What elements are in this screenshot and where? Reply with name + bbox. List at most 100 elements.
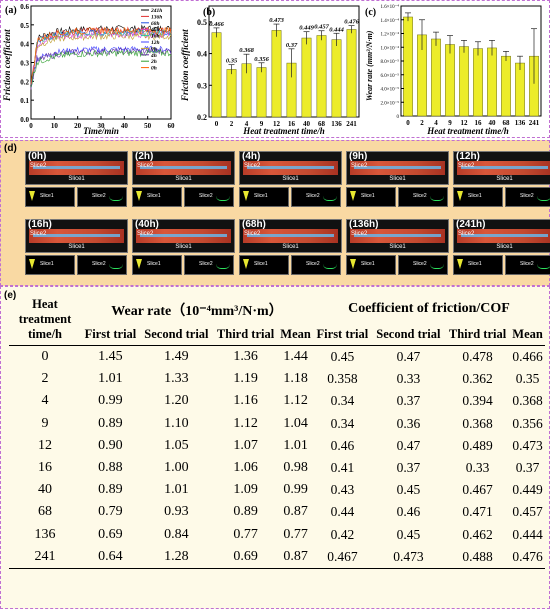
chart-c-ytick-label: 2.0×10⁻⁵ [381,100,400,106]
profile-trace [430,196,444,201]
micrograph-sample: (2h) Slice2 Slice1 [132,151,235,185]
chart-a-xtick-label: 40 [121,122,129,130]
slice1-profile: Slice1 [346,255,396,275]
chart-a-legend-label: 68h [151,21,160,27]
table-cell: 0.37 [396,393,421,409]
table-cell: 0.88 [98,460,123,476]
table-cell: 0.87 [283,548,308,564]
profile-label: Slice2 [413,261,427,267]
chart-a-legend-label: 0h [151,66,157,72]
table-cell: 0.45 [396,482,421,498]
slice2-profile: Slice2 [77,255,127,275]
table-cell: 0.36 [396,415,421,431]
table-cell: 0.457 [512,504,543,520]
slice1-profile: Slice1 [132,255,182,275]
cell-time: 12 [38,437,52,453]
profile-trace [109,264,123,269]
chart-b-data-label: 0.449 [299,25,314,32]
table-cell: 0.93 [164,504,189,520]
chart-a-ytick-label: 0.3 [20,60,29,68]
cell-time: 4 [41,393,49,409]
table-cell: 1.49 [164,349,189,365]
chart-b-data-label: 0.457 [314,24,329,31]
chart-b-bar [256,67,267,118]
wear-track-image [29,161,124,175]
table-cell: 0.98 [283,460,308,476]
chart-c-xtick-label: 68 [503,119,511,127]
slice1-profile: Slice1 [239,187,289,207]
table-column-header: First trial Second trial Third trial Mean Fi… [9,321,545,346]
slice1-profile: Slice1 [453,187,503,207]
profile-trace [323,196,337,201]
chart-b-ytick-label: 0.5 [197,18,207,27]
table-cell: 1.33 [164,371,189,387]
table-cell: 0.471 [462,504,493,520]
chart-a-ytick-label: 0.4 [20,41,29,49]
table-row: 40 0.89 1.01 1.09 0.99 0.43 0.45 0.467 0.449 [9,479,545,501]
table-row: 0 1.45 1.49 1.36 1.44 0.45 0.47 0.478 0.466 [9,346,545,369]
table-row: 2 1.01 1.33 1.19 1.18 0.358 0.33 0.362 0.35 [9,368,545,390]
profile-label: Slice2 [520,193,534,199]
chart-c-xtick-label: 2 [420,119,424,127]
table-cell: 0.47 [396,437,421,453]
table-cell: 0.34 [330,415,355,431]
chart-b-xtick-label: 4 [245,120,249,128]
chart-a-legend-label: 9h [151,46,157,52]
chart-a-series-line [30,28,172,83]
cell-time: 68 [38,504,52,520]
slice1-profile: Slice1 [25,187,75,207]
slice1-profile: Slice1 [239,255,289,275]
chart-c-xtick-label: 136 [515,119,526,127]
table-cell: 0.84 [164,526,189,542]
micrograph-time-label: (136h) [349,219,379,230]
table-cell: 0.77 [233,526,258,542]
slice1-marker: Slice1 [496,244,513,250]
table-cell: 1.44 [283,349,308,365]
table-cell: 0.37 [515,460,540,476]
chart-a-ylabel: Friction coefficient [2,29,12,102]
micrograph-sample: (12h) Slice2 Slice1 [453,151,550,185]
profile-label: Slice2 [306,261,320,267]
table-cell: 0.449 [512,482,543,498]
cell-time: 0 [41,349,49,365]
slice2-profile: Slice2 [184,187,234,207]
slice2-profile: Slice2 [398,255,448,275]
chart-b-data-label: 0.35 [226,58,238,65]
figure-panel-d: (d) (0h) Slice2 Slice1 Slice1 Slice2 (2h) Slic… [0,140,550,286]
profile-trace [243,191,249,201]
micrograph-sample: (241h) Slice2 Slice1 [453,219,550,253]
chart-c-xtick-label: 12 [461,119,469,127]
chart-b-ytick-label: 0.3 [197,81,207,90]
chart-a-legend-label: 2h [150,59,157,65]
profile-label: Slice2 [92,193,106,199]
figure-top-panel: (a) 0.0 0.1 0.2 0.3 0.4 0.5 0.6 0 10 20 30 40 50 60 … [0,0,550,138]
table-cell: 1.10 [164,415,189,431]
wear-track-image [136,161,231,175]
chart-b-data-label: 0.473 [269,17,284,24]
table-cell: 0.99 [283,482,308,498]
chart-a-series-line [30,28,172,84]
chart-a-ytick-label: 0.6 [20,3,29,11]
table-cell: 0.466 [512,349,543,365]
slice2-profile: Slice2 [184,255,234,275]
chart-c-ytick-label: 6.0×10⁻⁵ [381,73,400,79]
table-cell: 0.473 [393,548,424,564]
slice1-marker: Slice1 [68,176,85,182]
chart-c-ytick-label: 4.0×10⁻⁵ [381,87,400,93]
chart-a-ytick-label: 0.1 [20,97,29,105]
table-cell: 0.467 [327,548,358,564]
chart-c-xtick-label: 16 [475,119,483,127]
slice1-marker: Slice1 [389,244,406,250]
table-cell: 0.45 [396,526,421,542]
chart-b-bar [226,69,237,118]
wear-track-image [243,229,338,243]
col-header-cof-3: Mean [512,327,543,341]
chart-a-legend-label: 4h [150,53,157,59]
chart-b-ytick-label: 0.2 [197,113,207,122]
table-cell: 0.99 [98,393,123,409]
chart-a-xtick-label: 60 [168,122,176,130]
table-cell: 0.358 [327,371,358,387]
table-cell: 1.16 [233,393,258,409]
chart-b-bar [271,30,282,118]
profile-label: Slice1 [147,261,161,267]
